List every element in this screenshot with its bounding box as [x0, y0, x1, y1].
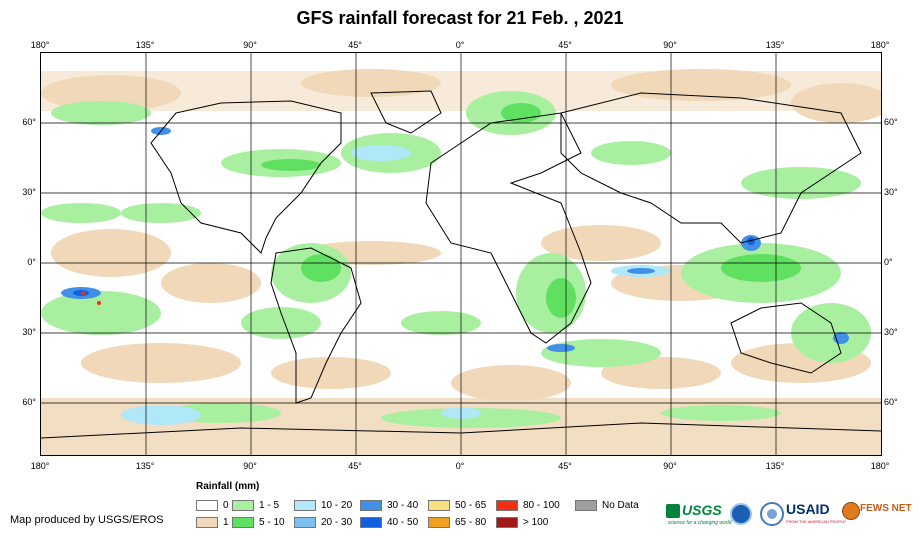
legend-item: 40 - 50 — [360, 516, 418, 529]
legend-label: 80 - 100 — [523, 500, 560, 511]
legend-item: 1 - 5 — [232, 499, 279, 512]
legend-title: Rainfall (mm) — [196, 481, 260, 492]
legend-item: 20 - 30 — [294, 516, 352, 529]
legend-label: 0 — [223, 500, 229, 511]
left-lat-tick: 0° — [27, 257, 36, 267]
europe-africa-outline — [425, 112, 592, 344]
rainfall-map — [40, 52, 882, 456]
legend-label: 50 - 65 — [455, 500, 487, 511]
usaid-tagline: FROM THE AMERICAN PEOPLE — [786, 519, 846, 524]
right-lat-tick: 60° — [884, 117, 898, 127]
legend-swatch — [575, 500, 597, 511]
bottom-lon-tick: 135° — [135, 461, 155, 471]
legend-swatch — [496, 500, 518, 511]
legend-swatch — [294, 517, 316, 528]
legend-label: 5 - 10 — [259, 517, 285, 528]
legend-swatch — [294, 500, 316, 511]
top-lon-tick: 180° — [30, 40, 50, 50]
usgs-logo: USGS science for a changing world — [666, 500, 731, 530]
legend-label: 1 - 5 — [259, 500, 280, 511]
usgs-tagline: science for a changing world — [668, 520, 732, 526]
top-lon-tick: 90° — [663, 40, 677, 50]
fewsnet-logo: FEWS NET — [842, 500, 918, 530]
legend-item: 0 — [196, 499, 229, 512]
legend-item: No Data — [575, 499, 639, 512]
legend-swatch — [232, 517, 254, 528]
legend-item: 5 - 10 — [232, 516, 285, 529]
top-lon-tick: 135° — [135, 40, 155, 50]
graticule — [41, 53, 881, 455]
map-credit: Map produced by USGS/EROS — [10, 514, 164, 526]
map-canvas — [41, 53, 881, 455]
left-lat-tick: 30° — [22, 187, 36, 197]
legend-swatch — [428, 500, 450, 511]
bottom-lon-tick: 180° — [30, 461, 50, 471]
bottom-lon-tick: 0° — [455, 461, 465, 471]
top-lon-tick: 45° — [558, 40, 572, 50]
bottom-lon-tick: 45° — [348, 461, 362, 471]
legend-swatch — [360, 517, 382, 528]
top-lon-tick: 135° — [765, 40, 785, 50]
usaid-wordmark: USAID — [786, 501, 830, 517]
legend-swatch — [196, 500, 218, 511]
legend-item: 50 - 65 — [428, 499, 486, 512]
legend-label: 1 — [223, 517, 229, 528]
bottom-lon-tick: 90° — [663, 461, 677, 471]
legend-swatch — [496, 517, 518, 528]
usaid-logo: USAID FROM THE AMERICAN PEOPLE — [784, 500, 846, 530]
legend-label: 20 - 30 — [321, 517, 353, 528]
legend-label: No Data — [602, 500, 639, 511]
australia-outline — [730, 302, 842, 374]
legend-label: > 100 — [523, 517, 549, 528]
bottom-lon-tick: 90° — [243, 461, 257, 471]
top-lon-tick: 45° — [348, 40, 362, 50]
left-lat-tick: 60° — [22, 117, 36, 127]
nasa-seal — [760, 502, 784, 526]
right-lat-tick: 0° — [884, 257, 893, 267]
usgs-wave-icon — [666, 504, 680, 518]
left-lat-tick: 30° — [22, 327, 36, 337]
asia-outline — [560, 92, 862, 244]
bottom-lon-tick: 135° — [765, 461, 785, 471]
legend-item: 80 - 100 — [496, 499, 560, 512]
legend-item: 10 - 20 — [294, 499, 352, 512]
fewsnet-globe-icon — [842, 502, 860, 520]
rain-class-5-10mm — [261, 103, 801, 318]
seal-icon — [767, 509, 777, 519]
left-lat-tick: 60° — [22, 397, 36, 407]
fewsnet-wordmark: FEWS NET — [860, 503, 912, 514]
top-lon-tick: 90° — [243, 40, 257, 50]
bottom-lon-tick: 180° — [870, 461, 890, 471]
legend-item: 30 - 40 — [360, 499, 418, 512]
legend-label: 40 - 50 — [387, 517, 419, 528]
right-lat-tick: 60° — [884, 397, 898, 407]
right-lat-tick: 30° — [884, 327, 898, 337]
bottom-lon-tick: 45° — [558, 461, 572, 471]
legend-swatch — [196, 517, 218, 528]
south-america-outline — [270, 247, 362, 404]
rain-class-80-100mm — [81, 291, 101, 305]
legend-item: > 100 — [496, 516, 548, 529]
legend-swatch — [232, 500, 254, 511]
top-lon-tick: 0° — [455, 40, 465, 50]
usgs-wordmark: USGS — [682, 502, 722, 518]
top-lon-tick: 180° — [870, 40, 890, 50]
legend-swatch — [360, 500, 382, 511]
legend-label: 30 - 40 — [387, 500, 419, 511]
legend-label: 65 - 80 — [455, 517, 487, 528]
legend-item: 1 — [196, 516, 229, 529]
legend-item: 65 - 80 — [428, 516, 486, 529]
noaa-logo — [730, 503, 752, 525]
map-title: GFS rainfall forecast for 21 Feb. , 2021 — [296, 8, 624, 28]
legend-label: 10 - 20 — [321, 500, 353, 511]
legend-swatch — [428, 517, 450, 528]
north-america-outline — [150, 100, 342, 254]
right-lat-tick: 30° — [884, 187, 898, 197]
